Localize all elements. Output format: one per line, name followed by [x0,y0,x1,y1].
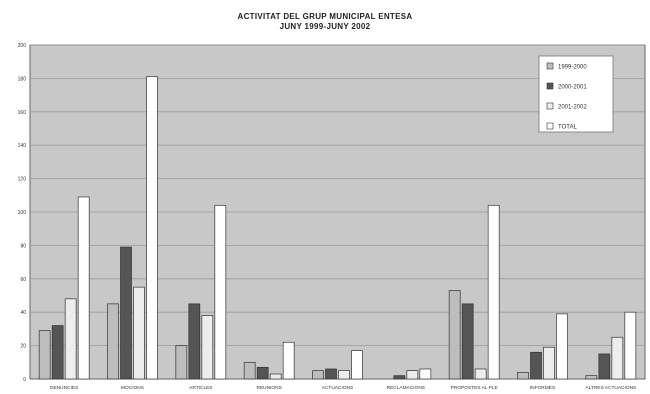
y-tick-label: 180 [18,76,27,82]
bar [530,351,542,380]
legend-swatch [546,102,554,110]
bar [598,353,611,380]
y-tick-label: 100 [18,210,27,216]
y-tick-label: 0 [23,377,26,383]
bar [312,370,324,380]
bar [201,315,214,380]
bar [120,246,132,380]
bar [64,298,77,380]
legend-swatch [546,82,554,90]
bar [517,371,529,380]
bar [406,370,419,380]
x-tick-label: INFORMES [530,385,555,391]
bar [38,330,51,380]
y-tick-label: 40 [20,310,26,316]
x-tick-label: ACTUACIONS [322,385,353,391]
bar [487,204,500,380]
bar [133,286,145,380]
y-tick-label: 60 [20,277,26,283]
legend-label: 2001-2002 [558,105,587,111]
bar [325,368,337,380]
x-tick-label: PROPOSTES AL PLE [451,385,498,391]
legend-label: 1999-2000 [558,65,587,71]
x-tick-label: ARTICLES [189,385,212,391]
x-tick-label: MOCIONS [121,385,144,391]
bar [107,303,119,380]
y-tick-label: 160 [18,110,27,116]
bar [393,375,406,380]
bar [243,361,256,380]
y-tick-label: 20 [20,344,26,350]
bar [448,290,461,380]
y-tick-label: 140 [18,143,27,149]
bar [351,350,363,380]
bar [77,196,90,380]
bar [611,336,624,380]
legend-swatch [546,122,554,130]
legend-label: TOTAL [558,125,577,131]
y-tick-label: 200 [18,43,27,49]
y-tick-label: 80 [20,243,26,249]
legend-label: 2000-2001 [558,85,587,91]
bar [624,311,637,380]
bar [556,313,568,380]
bar [585,375,598,380]
x-tick-label: REUNIONS [257,385,282,391]
bar [51,325,64,380]
y-tick-label: 120 [18,177,27,183]
bar [338,370,350,380]
legend-swatch [546,62,554,70]
x-tick-label: RECLAMACIONS [387,385,425,391]
bar [419,368,432,380]
bar [269,373,282,380]
x-tick-label: ALTRES ACTUACIONS [585,385,636,391]
bar [282,341,295,380]
bar [474,368,487,380]
bar [461,303,474,380]
bar [175,345,188,380]
bar [146,76,158,380]
bar [214,204,227,380]
x-tick-label: DENÚNCIES [50,384,78,391]
bar [543,346,555,380]
bar [188,303,201,380]
chart-subtitle: JUNY 1999-JUNY 2002 [279,22,371,31]
bar [256,366,269,380]
chart-title: ACTIVITAT DEL GRUP MUNICIPAL ENTESA [237,12,413,21]
